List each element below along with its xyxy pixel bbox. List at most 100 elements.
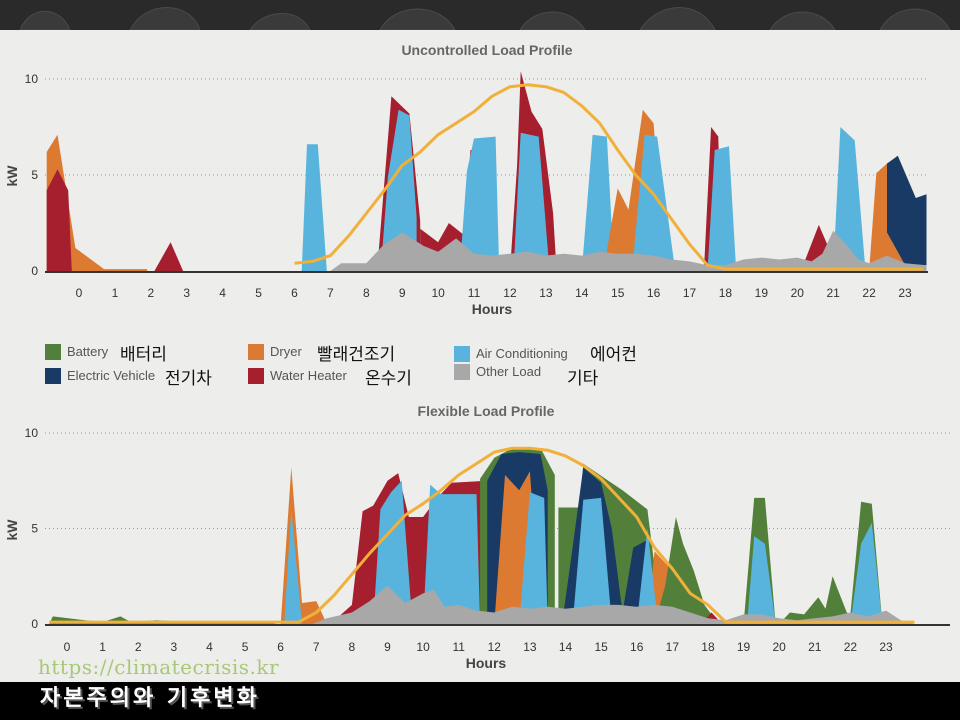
legend-label: Air Conditioning: [476, 346, 568, 362]
legend-other-load: Other Load: [454, 363, 541, 381]
legend-note-electric-vehicle: 전기차: [165, 369, 212, 389]
swatch-other-load: [454, 363, 470, 380]
x-tick-label: 22: [844, 640, 858, 654]
legend-dryer: Dryer: [248, 343, 302, 361]
x-tick-label: 8: [363, 286, 370, 300]
y-tick-label: 10: [25, 426, 39, 440]
y-tick-label: 5: [31, 522, 38, 536]
y-axis-label: kW: [4, 519, 20, 541]
x-tick-label: 10: [416, 640, 430, 654]
x-tick-label: 23: [898, 286, 912, 300]
x-tick-label: 9: [399, 286, 406, 300]
x-tick-label: 14: [575, 286, 589, 300]
legend-label: Dryer: [270, 344, 302, 360]
solar-line: [294, 83, 923, 271]
x-tick-label: 16: [630, 640, 644, 654]
footer-bar: [0, 682, 960, 720]
x-tick-label: 7: [313, 640, 320, 654]
area-air-conditioning: [572, 497, 612, 624]
area-air-conditioning: [747, 536, 776, 624]
x-tick-label: 9: [384, 640, 391, 654]
legend-label: Other Load: [476, 364, 542, 380]
area-electric-vehicle: [887, 155, 927, 271]
x-tick-label: 13: [523, 640, 537, 654]
x-tick-label: 6: [291, 286, 298, 300]
x-tick-label: 2: [147, 286, 154, 300]
x-tick-label: 19: [755, 286, 769, 300]
legend-note-air-conditioning: 에어컨: [590, 345, 637, 365]
area-water-heater: [46, 169, 72, 271]
uncontrolled-load-chart: Uncontrolled Load Profile 0 1 2 3 4 5 6 7 8 9 10 11…: [4, 42, 928, 317]
x-tick-label: 17: [683, 286, 697, 300]
x-tick-label: 10: [431, 286, 445, 300]
x-tick-label: 11: [452, 640, 465, 654]
area-air-conditioning: [423, 484, 481, 624]
x-tick-label: 19: [737, 640, 751, 654]
legend-label: Water Heater: [270, 368, 347, 384]
x-ticks: 0 1 2 3 4 5 6 7 8 9 10 11 12 13 14 15 16 17 18 19 20 21 22 23: [76, 286, 912, 300]
x-tick-label: 21: [808, 640, 822, 654]
legend-battery: Battery: [45, 343, 108, 361]
x-tick-label: 15: [594, 640, 608, 654]
area-battery: [654, 517, 719, 624]
swatch-battery: [45, 343, 61, 360]
legend-note-water-heater: 온수기: [365, 369, 412, 389]
y-tick-label: 0: [31, 617, 38, 631]
area-air-conditioning: [301, 144, 327, 271]
area-air-conditioning: [707, 146, 737, 271]
x-tick-label: 20: [791, 286, 805, 300]
x-ticks: 0 1 2 3 4 5 6 7 8 9 10 11 12 13 14 15 16 17 18 19 20 21 22 23: [64, 640, 893, 654]
x-tick-label: 1: [112, 286, 119, 300]
area-air-conditioning: [833, 127, 866, 271]
y-tick-label: 10: [25, 72, 39, 86]
x-tick-label: 13: [539, 286, 553, 300]
legend-note-battery: 배터리: [120, 345, 167, 365]
area-other-load: [330, 230, 927, 271]
x-tick-label: 18: [701, 640, 715, 654]
x-tick-label: 22: [862, 286, 876, 300]
x-tick-label: 12: [488, 640, 502, 654]
x-tick-label: 16: [647, 286, 661, 300]
area-air-conditioning: [284, 509, 302, 624]
area-air-conditioning: [850, 522, 883, 624]
x-axis-label: Hours: [466, 655, 507, 671]
x-tick-label: 7: [327, 286, 334, 300]
legend-label: Electric Vehicle: [67, 368, 156, 384]
legend-label: Battery: [67, 344, 109, 360]
x-tick-label: 18: [719, 286, 733, 300]
x-tick-label: 21: [826, 286, 840, 300]
y-ticks: 0 5 10: [25, 426, 39, 631]
plot-area: [46, 71, 927, 271]
swatch-electric-vehicle: [45, 367, 61, 384]
area-air-conditioning: [519, 492, 548, 624]
area-air-conditioning: [513, 132, 550, 271]
x-tick-label: 12: [503, 286, 517, 300]
ornament-pattern: [19, 7, 951, 30]
legend: Battery 배터리 Electric Vehicle 전기차 Dryer 빨…: [45, 340, 725, 390]
x-tick-label: 14: [559, 640, 573, 654]
legend-electric-vehicle: Electric Vehicle: [45, 367, 155, 385]
swatch-dryer: [248, 343, 264, 360]
area-air-conditioning: [636, 528, 659, 624]
x-tick-label: 6: [277, 640, 284, 654]
x-tick-label: 4: [219, 286, 226, 300]
swatch-water-heater: [248, 367, 264, 384]
area-air-conditioning: [380, 109, 417, 271]
x-tick-label: 5: [255, 286, 262, 300]
decorative-banner: [0, 0, 960, 30]
x-tick-label: 2: [135, 640, 142, 654]
legend-note-other-load: 기타: [567, 369, 599, 389]
x-tick-label: 0: [64, 640, 71, 654]
area-dryer: [46, 134, 148, 271]
x-tick-label: 20: [772, 640, 786, 654]
area-air-conditioning: [581, 134, 615, 271]
area-air-conditioning: [459, 136, 500, 271]
x-tick-label: 23: [879, 640, 893, 654]
chart-title: Flexible Load Profile: [418, 403, 555, 419]
solar-line: [49, 446, 915, 624]
x-tick-label: 15: [611, 286, 625, 300]
x-tick-label: 3: [170, 640, 177, 654]
x-tick-label: 11: [468, 286, 481, 300]
source-url: https://climatecrisis.kr: [38, 655, 280, 679]
legend-water-heater: Water Heater: [248, 367, 347, 385]
